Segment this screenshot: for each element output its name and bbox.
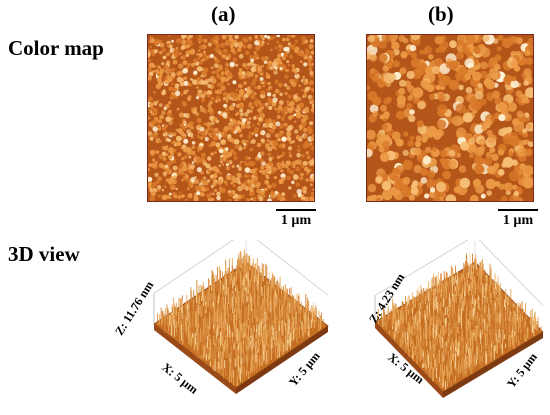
panel-label-b: (b) [428, 2, 454, 26]
afm-color-map-b [366, 34, 534, 202]
afm-3d-surface-a [153, 230, 329, 394]
scale-bar-b-label: 1 µm [502, 213, 534, 228]
afm-color-map-a [147, 34, 315, 202]
scale-bar-a-label: 1 µm [280, 213, 312, 228]
afm-3d-surface-b [374, 235, 544, 398]
panel-label-a: (a) [211, 2, 236, 26]
afm-3d-view-a [140, 230, 340, 410]
row-label-color-map: Color map [8, 36, 104, 60]
afm-3d-view-b [355, 235, 550, 410]
afm-color-map-b-image [367, 35, 533, 201]
scale-bar-b-line [498, 209, 538, 211]
scale-bar-a-line [276, 209, 316, 211]
row-label-3d-view: 3D view [8, 242, 80, 266]
scale-bar-a: 1 µm [276, 209, 316, 229]
scale-bar-b: 1 µm [498, 209, 538, 229]
afm-color-map-a-image [148, 35, 314, 201]
